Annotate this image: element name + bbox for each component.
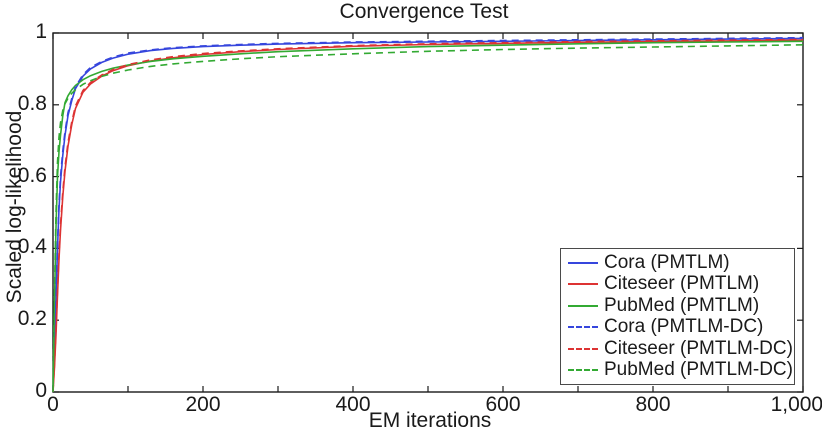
x-tick-label: 600 bbox=[485, 393, 521, 416]
x-tick-label: 800 bbox=[635, 393, 671, 416]
x-axis-label: EM iterations bbox=[368, 409, 492, 432]
legend-line-sample bbox=[568, 347, 598, 350]
legend-entry: Cora (PMTLM-DC) bbox=[568, 317, 792, 337]
x-tick-label: 0 bbox=[47, 393, 59, 416]
y-axis-label: Scaled log-likelihood bbox=[3, 110, 26, 304]
legend-label: Cora (PMTLM-DC) bbox=[604, 316, 764, 338]
y-tick-label: 0.4 bbox=[17, 235, 47, 258]
legend-entry: PubMed (PMTLM-DC) bbox=[568, 358, 793, 380]
y-tick-label: 1 bbox=[35, 20, 47, 43]
chart-title: Convergence Test bbox=[339, 0, 509, 23]
legend: Cora (PMTLM) Citeseer (PMTLM) PubMed (PM… bbox=[560, 248, 795, 385]
legend-entry: PubMed (PMTLM) bbox=[568, 294, 792, 316]
legend-label: Citeseer (PMTLM-DC) bbox=[604, 337, 793, 359]
legend-line-sample bbox=[568, 368, 598, 371]
legend-line-sample bbox=[568, 326, 598, 329]
x-tick-label: 1,000 bbox=[770, 393, 822, 416]
y-tick-label: 0.2 bbox=[17, 307, 47, 330]
x-tick-label: 400 bbox=[335, 393, 371, 416]
legend-label: PubMed (PMTLM-DC) bbox=[604, 358, 793, 380]
legend-line-sample bbox=[568, 283, 598, 286]
legend-label: PubMed (PMTLM) bbox=[604, 294, 760, 316]
legend-entry: Citeseer (PMTLM-DC) bbox=[568, 337, 793, 359]
y-tick-label: 0 bbox=[35, 379, 47, 402]
legend-line-sample bbox=[568, 262, 598, 264]
legend-label: Citeseer (PMTLM) bbox=[604, 273, 760, 295]
x-tick-label: 200 bbox=[185, 393, 221, 416]
legend-label: Cora (PMTLM) bbox=[604, 252, 730, 273]
legend-entry: Citeseer (PMTLM) bbox=[568, 274, 792, 294]
legend-entry: Cora (PMTLM) bbox=[568, 253, 792, 273]
y-tick-label: 0.6 bbox=[17, 164, 47, 187]
legend-line-sample bbox=[568, 304, 598, 307]
y-tick-label: 0.8 bbox=[17, 92, 47, 115]
